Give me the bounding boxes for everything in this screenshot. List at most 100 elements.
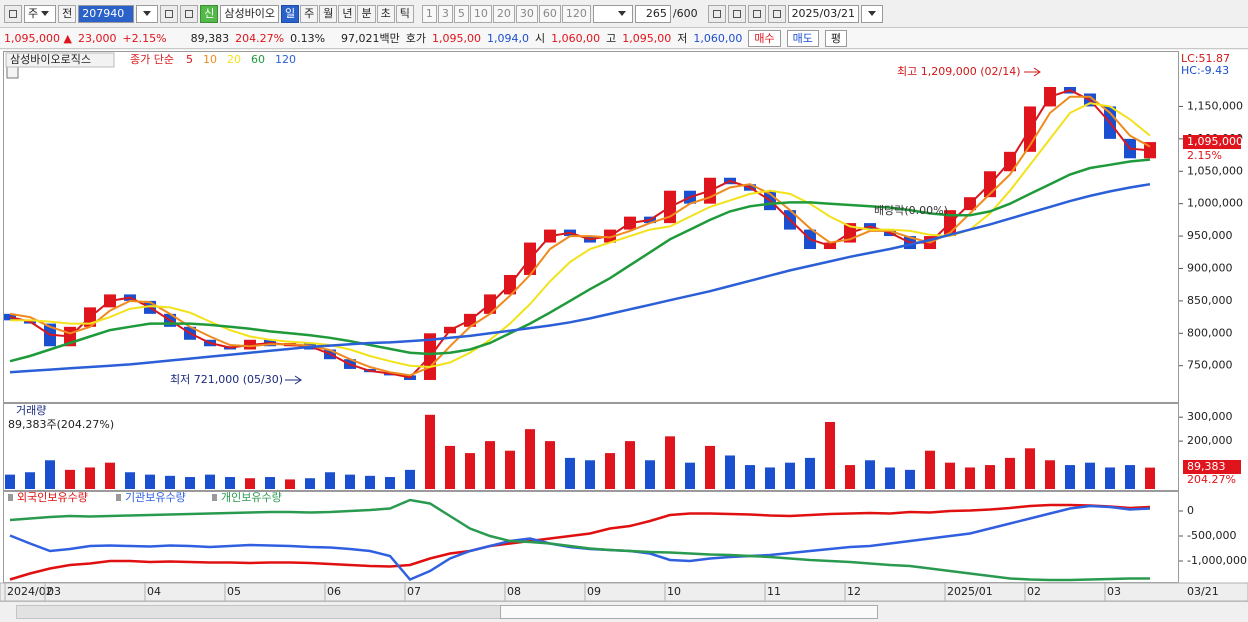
high-label: 고 [606,32,617,45]
y-tick-label: 300,000 [1187,410,1233,423]
volume-bar [485,441,495,489]
legend-item: 10 [203,53,217,66]
volume-bar [345,474,355,489]
volume-bar [85,467,95,489]
scroll-thumb[interactable] [500,605,878,619]
bid-ask-label: 호가 [405,32,427,45]
period-button[interactable]: 일 [280,4,300,23]
volume-bar [1025,448,1035,489]
stock-name: 삼성바이오 [220,4,279,23]
period-button[interactable]: 월 [319,4,338,23]
legend-item: 기관보유수량 [125,491,186,504]
interval-button[interactable]: 1 [421,4,437,23]
legend-title-box [5,52,115,68]
last-volume-label: 89,383 [1187,460,1226,473]
change: 23,000 [77,31,117,45]
pane-title: 거래량 [16,404,46,417]
y-tick-label: 900,000 [1187,261,1233,274]
interval-button[interactable]: 20 [492,4,515,23]
volume-bar [1005,457,1015,489]
count-input[interactable]: 265 [634,4,671,23]
legend-item: 60 [251,53,265,66]
bid: 1,094,0 [487,31,529,45]
volume-bar [145,474,155,489]
date-input[interactable]: 2025/03/21 [787,4,859,23]
period-button[interactable]: 틱 [395,4,414,23]
volume-bar [1085,462,1095,489]
interval-button[interactable]: 60 [538,4,561,23]
period-button[interactable]: 년 [338,4,357,23]
tool-icon[interactable] [707,4,726,23]
volume-bar [25,472,35,489]
volume-bar [605,453,615,489]
save-icon[interactable] [747,4,766,23]
x-tick-label: 03 [1107,585,1121,598]
volume-bar [165,475,175,489]
legend-item: 20 [227,53,241,66]
period-button[interactable]: 주 [300,4,319,23]
x-tick-label: 2025/01 [947,585,993,598]
search-icon[interactable] [160,4,179,23]
chart-option-icon[interactable] [6,66,19,79]
annotation: 배당락(0.00%) [874,204,948,217]
period-button[interactable]: 초 [376,4,395,23]
indicator: HC:-9.43 [1181,64,1229,77]
volume-bar [365,475,375,489]
low: 1,060,00 [693,31,743,45]
legend-marker [212,494,217,501]
low-label: 저 [677,32,688,45]
settings-icon[interactable] [767,4,786,23]
date-dropdown[interactable] [860,4,883,23]
volume-bar [545,441,555,489]
sound-icon[interactable] [180,4,199,23]
y-tick-label: 850,000 [1187,294,1233,307]
volume-bar [385,477,395,489]
y-tick-label: 1,050,000 [1187,164,1243,177]
chart-title: 삼성바이오로직스 [10,53,91,66]
holding-line [9,498,1150,582]
tool-icon[interactable] [727,4,746,23]
buy-button[interactable]: 매수 [748,29,781,47]
x-tick-label: 04 [147,585,161,598]
x-tick-label: 09 [587,585,601,598]
market-select[interactable]: 주 [24,4,57,23]
legend-item: 개인보유수량 [221,491,282,504]
volume-bar [505,450,515,489]
last-price-box [1183,135,1241,149]
date-axis-frame [0,582,1248,601]
x-tick-label: 06 [327,585,341,598]
sell-button[interactable]: 매도 [786,29,819,47]
interval-button[interactable]: 30 [515,4,538,23]
blank-select[interactable] [592,4,633,23]
avg-button[interactable]: 평 [824,29,847,47]
volume-bar [185,477,195,489]
moving-average-line [9,182,1151,374]
legend-item: 외국인보유수량 [17,491,88,504]
y-tick-label: 750,000 [1187,359,1233,372]
volume-bar [105,462,115,489]
interval-button[interactable]: 10 [469,4,492,23]
code-dropdown[interactable] [136,4,159,23]
holding-line [9,503,1151,581]
period-button[interactable]: 분 [357,4,376,23]
x-end-label: 03/21 [1187,585,1219,598]
scrollbar [0,601,1248,622]
interval-button[interactable]: 3 [437,4,453,23]
interval-button[interactable]: 120 [561,4,591,23]
menu-icon[interactable] [4,4,22,23]
y-tick-label: 0 [1187,504,1194,517]
legend-marker [116,494,121,501]
volume-bar [705,445,715,489]
candle [4,313,16,321]
mode-button[interactable]: 전 [58,4,77,23]
volume-bar [65,469,75,489]
volume-bar [565,457,575,489]
market: 주 [28,6,39,20]
interval-button[interactable]: 5 [453,4,469,23]
volume-bar [685,462,695,489]
credit-badge: 신 [200,4,219,23]
last-volume-box [1183,460,1241,474]
code-input[interactable]: 207940 [78,4,135,23]
